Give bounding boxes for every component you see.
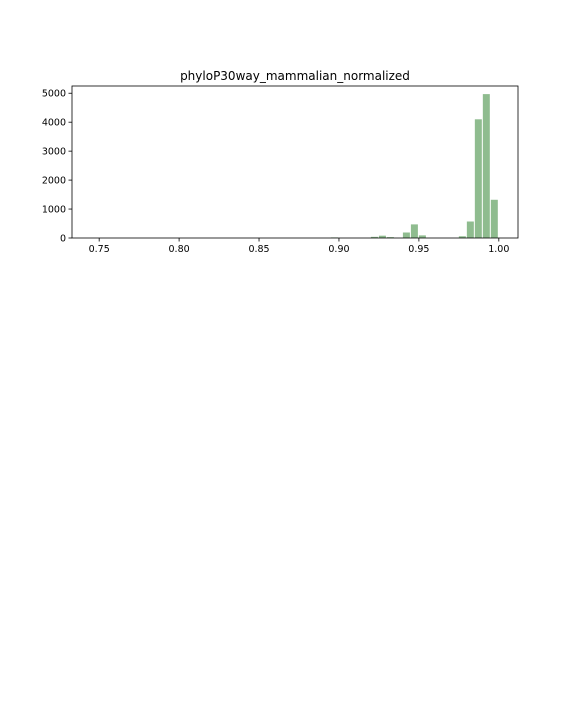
histogram-bars [91,94,498,238]
histogram-bar [474,119,482,238]
y-tick-label: 0 [60,234,66,245]
histogram-bar [490,199,498,238]
plot-area-frame [71,85,519,239]
histogram-bar [458,236,466,238]
histogram-bar [418,235,426,238]
histogram-bar [402,232,410,238]
x-tick-label: 1.00 [488,244,509,255]
x-tick-label: 0.75 [89,244,110,255]
x-tick-label: 0.85 [248,244,269,255]
y-tick-label: 4000 [42,118,66,129]
chart-title: phyloP30way_mammalian_normalized [180,69,410,83]
x-tick-label: 0.90 [328,244,349,255]
y-axis: 0 1000 2000 3000 4000 5000 [42,89,72,245]
histogram-bar [378,235,386,238]
y-tick-label: 5000 [42,89,66,100]
histogram-bar [482,94,490,238]
y-tick-label: 3000 [42,147,66,158]
y-tick-label: 2000 [42,176,66,187]
histogram-bar [370,236,378,238]
y-tick-label: 1000 [42,205,66,216]
x-tick-label: 0.95 [408,244,429,255]
histogram-bar [466,221,474,238]
histogram-bar [410,224,418,238]
histogram-bar [386,237,394,238]
x-axis: 0.75 0.80 0.85 0.90 0.95 1.00 [89,238,509,255]
x-tick-label: 0.80 [169,244,190,255]
